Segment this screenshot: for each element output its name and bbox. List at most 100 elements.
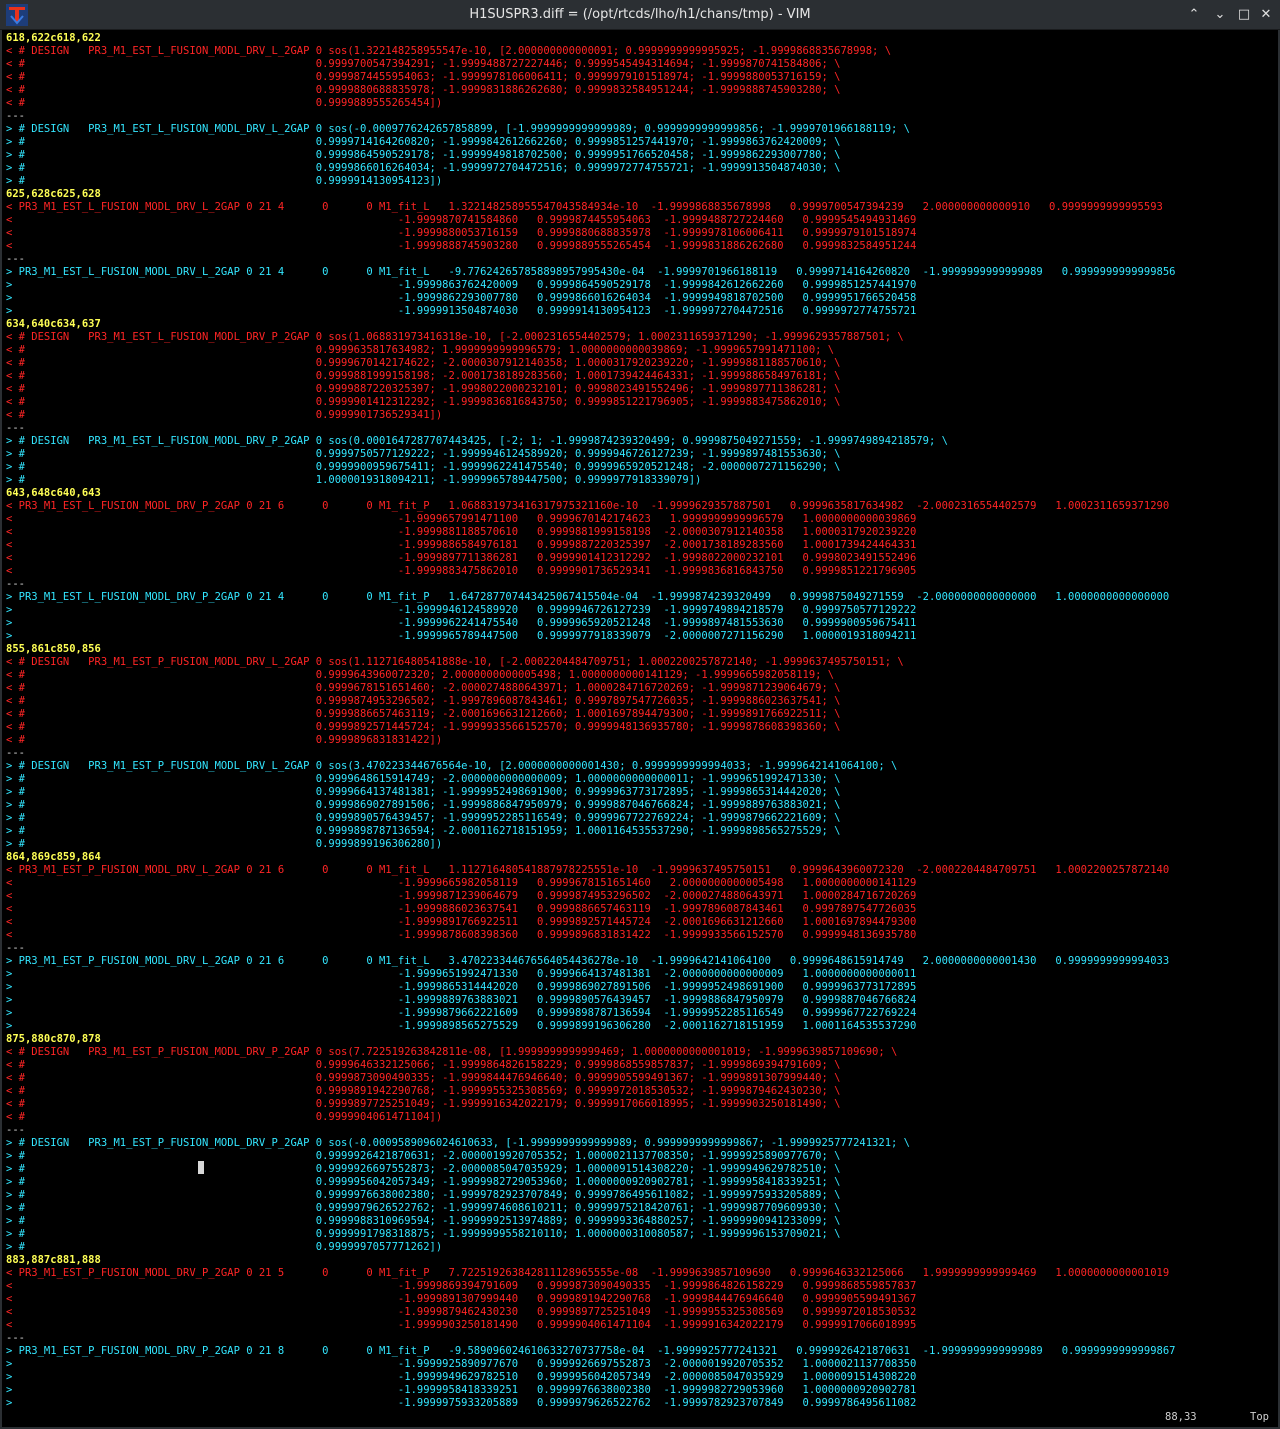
diff-hunk-header[interactable]: 883,887c881,888 [6,1254,101,1266]
diff-added-line[interactable]: > # 0.9999991798318875; -1.9999999558210… [6,1228,841,1240]
diff-separator[interactable]: --- [6,942,25,954]
diff-separator[interactable]: --- [6,1124,25,1136]
diff-added-line[interactable]: > # 0.9999714164260820; -1.9999842612662… [6,136,841,148]
diff-deleted-line[interactable]: < -1.9999871239064679 0.9999874953296502… [6,890,917,902]
diff-deleted-line[interactable]: < # DESIGN PR3_M1_EST_P_FUSION_MODL_DRV_… [6,656,904,668]
diff-added-line[interactable]: > # 0.9999864590529178; -1.9999949818702… [6,149,841,161]
diff-deleted-line[interactable]: < # 0.9999891942290768; -1.9999955325308… [6,1085,841,1097]
diff-deleted-line[interactable]: < -1.9999869394791609 0.9999873090490335… [6,1280,917,1292]
diff-deleted-line[interactable]: < # 0.9999887220325397; -1.9998022000232… [6,383,841,395]
diff-deleted-line[interactable]: < # DESIGN PR3_M1_EST_L_FUSION_MODL_DRV_… [6,45,892,57]
chevron-up-icon[interactable]: ⌃ [1188,7,1200,22]
diff-deleted-line[interactable]: < PR3_M1_EST_L_FUSION_MODL_DRV_P_2GAP 0 … [6,500,1170,512]
close-icon[interactable]: ✕ [1260,7,1272,22]
diff-deleted-line[interactable]: < -1.9999888745903280 0.9999889555265454… [6,240,917,252]
diff-added-line[interactable]: > # 0.9999988310969594; -1.9999992513974… [6,1215,841,1227]
diff-added-line[interactable]: > # DESIGN PR3_M1_EST_L_FUSION_MODL_DRV_… [6,123,910,135]
diff-deleted-line[interactable]: < # 0.9999670142174622; -2.0000307912140… [6,357,841,369]
diff-hunk-header[interactable]: 618,622c618,622 [6,32,101,44]
diff-added-line[interactable]: > # 0.9999869027891506; -1.9999886847950… [6,799,841,811]
diff-added-line[interactable]: > -1.9999913504874030 0.9999914130954123… [6,305,917,317]
diff-added-line[interactable]: > # DESIGN PR3_M1_EST_P_FUSION_MODL_DRV_… [6,760,898,772]
diff-added-line[interactable]: > # 0.9999979626522762; -1.9999974608610… [6,1202,841,1214]
diff-added-line[interactable]: > -1.9999975933205889 0.9999979626522762… [6,1397,917,1408]
diff-added-line[interactable]: > # 0.9999997057771262]) [6,1241,443,1253]
diff-deleted-line[interactable]: < # 0.9999897725251049; -1.9999916342022… [6,1098,841,1110]
diff-added-line[interactable]: > -1.9999865314442020 0.9999869027891506… [6,981,917,993]
chevron-down-icon[interactable]: ⌄ [1214,7,1226,22]
diff-buffer[interactable]: 618,622c618,622 < # DESIGN PR3_M1_EST_L_F… [6,32,1276,1408]
diff-added-line[interactable]: > -1.9999898565275529 0.9999899196306280… [6,1020,917,1032]
diff-deleted-line[interactable]: < # 0.9999643960072320; 2.00000000000054… [6,669,835,681]
title-bar[interactable]: H1SUSPR3.diff = (/opt/rtcds/lho/h1/chans… [0,0,1280,30]
diff-hunk-header[interactable]: 625,628c625,628 [6,188,101,200]
diff-added-line[interactable]: > PR3_M1_EST_P_FUSION_MODL_DRV_L_2GAP 0 … [6,955,1170,967]
diff-deleted-line[interactable]: < # 0.9999873090490335; -1.9999844476946… [6,1072,841,1084]
diff-deleted-line[interactable]: < -1.9999665982058119 0.9999678151651460… [6,877,917,889]
diff-added-line[interactable]: > -1.9999862293007780 0.9999866016264034… [6,292,917,304]
diff-added-line[interactable]: > -1.9999889763883021 0.9999890576439457… [6,994,917,1006]
diff-added-line[interactable]: > # 0.9999866016264034; -1.9999972704472… [6,162,841,174]
diff-hunk-header[interactable]: 864,869c859,864 [6,851,101,863]
diff-separator[interactable]: --- [6,422,25,434]
diff-added-line[interactable]: > -1.9999962241475540 0.9999965920521248… [6,617,917,629]
diff-added-line[interactable]: > -1.9999863762420009 0.9999864590529178… [6,279,917,291]
diff-deleted-line[interactable]: < -1.9999883475862010 0.9999901736529341… [6,565,917,577]
diff-added-line[interactable]: > PR3_M1_EST_P_FUSION_MODL_DRV_P_2GAP 0 … [6,1345,1176,1357]
diff-deleted-line[interactable]: < # 0.9999880688835978; -1.9999831886262… [6,84,841,96]
diff-deleted-line[interactable]: < -1.9999880053716159 0.9999880688835978… [6,227,917,239]
terminal-area[interactable]: 618,622c618,622 < # DESIGN PR3_M1_EST_L_F… [0,30,1280,1429]
diff-deleted-line[interactable]: < -1.9999891766922511 0.9999892571445724… [6,916,917,928]
diff-added-line[interactable]: > PR3_M1_EST_L_FUSION_MODL_DRV_P_2GAP 0 … [6,591,1170,603]
diff-deleted-line[interactable]: < # 0.9999874455954063; -1.9999978106006… [6,71,841,83]
diff-added-line[interactable]: > # 0.9999890576439457; -1.9999952285116… [6,812,841,824]
diff-deleted-line[interactable]: < # 0.9999901736529341]) [6,409,443,421]
diff-deleted-line[interactable]: < # 0.9999700547394291; -1.9999488727227… [6,58,841,70]
diff-added-line[interactable]: > # 0.9999956042057349; -1.9999982729053… [6,1176,841,1188]
diff-deleted-line[interactable]: < PR3_M1_EST_P_FUSION_MODL_DRV_P_2GAP 0 … [6,1267,1170,1279]
diff-added-line[interactable]: > -1.9999958418339251 0.9999976638002380… [6,1384,917,1396]
diff-deleted-line[interactable]: < -1.9999891307999440 0.9999891942290768… [6,1293,917,1305]
diff-added-line[interactable]: > # DESIGN PR3_M1_EST_L_FUSION_MODL_DRV_… [6,435,948,447]
diff-deleted-line[interactable]: < # 0.9999892571445724; -1.9999933566152… [6,721,841,733]
diff-deleted-line[interactable]: < # 0.9999635817634982; 1.99999999999965… [6,344,835,356]
diff-separator[interactable]: --- [6,747,25,759]
diff-deleted-line[interactable]: < # DESIGN PR3_M1_EST_P_FUSION_MODL_DRV_… [6,1046,898,1058]
diff-deleted-line[interactable]: < # 0.9999874953296502; -1.9997896087843… [6,695,841,707]
diff-deleted-line[interactable]: < PR3_M1_EST_L_FUSION_MODL_DRV_L_2GAP 0 … [6,201,1163,213]
diff-added-line[interactable]: > # 0.9999899196306280]) [6,838,443,850]
diff-deleted-line[interactable]: < # 0.9999881999158198; -2.0001738189283… [6,370,841,382]
diff-added-line[interactable]: > # 0.9999976638002380; -1.9999782923707… [6,1189,841,1201]
diff-deleted-line[interactable]: < # 0.9999678151651460; -2.0000274880643… [6,682,841,694]
diff-added-line[interactable]: > # 0.9999926697552873; -2.0000085047035… [6,1163,841,1175]
diff-added-line[interactable]: > -1.9999965789447500 0.9999977918339079… [6,630,917,642]
diff-added-line[interactable]: > -1.9999879662221609 0.9999898787136594… [6,1007,917,1019]
diff-deleted-line[interactable]: < # 0.9999901412312292; -1.9999836816843… [6,396,841,408]
diff-added-line[interactable]: > # 1.0000019318094211; -1.9999965789447… [6,474,702,486]
diff-deleted-line[interactable]: < # 0.9999886657463119; -2.0001696631212… [6,708,841,720]
diff-separator[interactable]: --- [6,578,25,590]
diff-deleted-line[interactable]: < -1.9999870741584860 0.9999874455954063… [6,214,917,226]
diff-deleted-line[interactable]: < -1.9999897711386281 0.9999901412312292… [6,552,917,564]
diff-added-line[interactable]: > -1.9999925890977670 0.9999926697552873… [6,1358,917,1370]
diff-separator[interactable]: --- [6,110,25,122]
diff-deleted-line[interactable]: < # 0.9999896831831422]) [6,734,443,746]
diff-added-line[interactable]: > -1.9999946124589920 0.9999946726127239… [6,604,917,616]
diff-separator[interactable]: --- [6,1332,25,1344]
diff-deleted-line[interactable]: < -1.9999886023637541 0.9999886657463119… [6,903,917,915]
diff-added-line[interactable]: > # 0.9999664137481381; -1.9999952498691… [6,786,841,798]
diff-added-line[interactable]: > # 0.9999750577129222; -1.9999946124589… [6,448,841,460]
diff-deleted-line[interactable]: < # DESIGN PR3_M1_EST_L_FUSION_MODL_DRV_… [6,331,904,343]
diff-deleted-line[interactable]: < # 0.9999889555265454]) [6,97,443,109]
diff-deleted-line[interactable]: < # 0.9999904061471104]) [6,1111,443,1123]
diff-added-line[interactable]: > # 0.9999900959675411; -1.9999962241475… [6,461,841,473]
diff-added-line[interactable]: > -1.9999651992471330 0.9999664137481381… [6,968,917,980]
diff-added-line[interactable]: > PR3_M1_EST_L_FUSION_MODL_DRV_L_2GAP 0 … [6,266,1176,278]
diff-deleted-line[interactable]: < -1.9999881188570610 0.9999881999158198… [6,526,917,538]
diff-deleted-line[interactable]: < -1.9999886584976181 0.9999887220325397… [6,539,917,551]
diff-hunk-header[interactable]: 643,648c640,643 [6,487,101,499]
diff-separator[interactable]: --- [6,253,25,265]
diff-deleted-line[interactable]: < -1.9999878608398360 0.9999896831831422… [6,929,917,941]
diff-hunk-header[interactable]: 855,861c850,856 [6,643,101,655]
diff-hunk-header[interactable]: 875,880c870,878 [6,1033,101,1045]
